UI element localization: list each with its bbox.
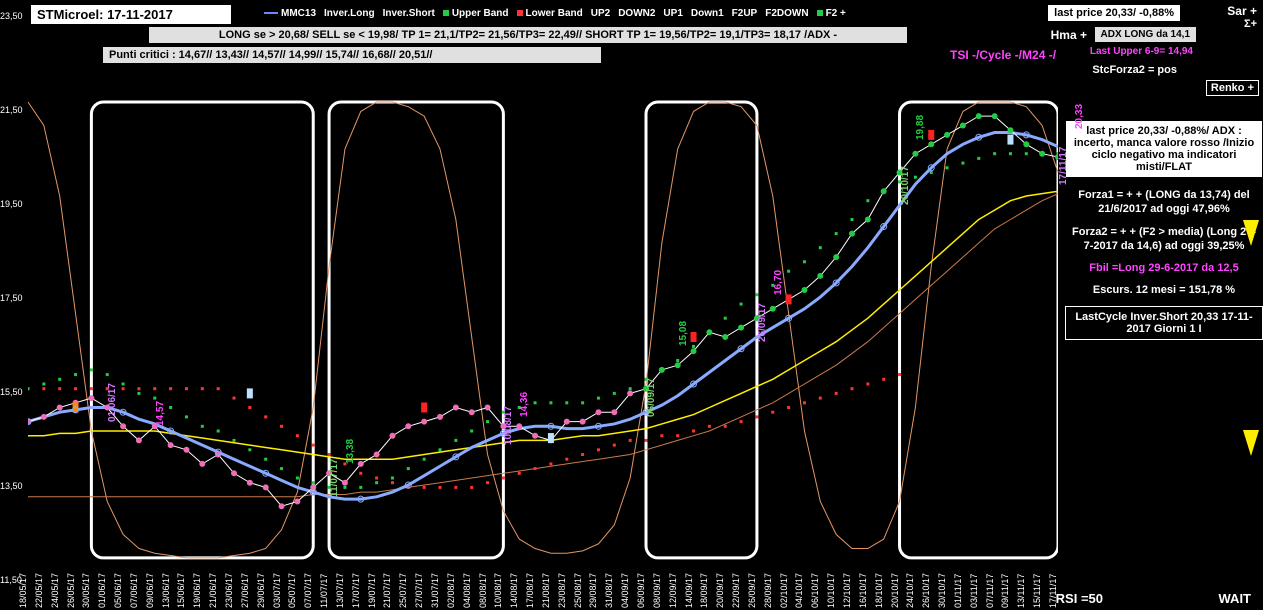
side-main-box: last price 20,33/ -0,88%/ ADX : incerto,…	[1065, 120, 1263, 178]
stc-label: StcForza2 = pos	[1092, 64, 1177, 76]
side-forza2: Forza2 = + + (F2 > media) (Long 27-7-201…	[1065, 225, 1263, 262]
chart-area	[28, 8, 1058, 572]
chart-annotation: 26/09/17	[757, 303, 768, 342]
sigma-label: Σ+	[1244, 18, 1257, 30]
adx-box: ADX LONG da 14,1	[1094, 26, 1197, 43]
rsi-label: RSI =50	[1056, 591, 1103, 606]
chart-annotation: 06/09/17	[646, 378, 657, 417]
chart-annotation: 10/08/17	[503, 406, 514, 445]
side-panel: last price 20,33/ -0,88%/ ADX : incerto,…	[1065, 120, 1263, 350]
chart-annotation: 17/11/17	[1058, 147, 1069, 185]
chart-annotation: 14,57	[155, 401, 166, 426]
chart-annotation: 19,88	[915, 115, 926, 140]
chart-annotation: 15,08	[678, 321, 689, 346]
renko-box[interactable]: Renko +	[1206, 80, 1259, 96]
chart-annotation: 20,33	[1074, 104, 1085, 129]
arrow-down-icon	[1243, 430, 1259, 456]
chart-annotation: 11/07/17	[329, 458, 340, 496]
sar-label: Sar +	[1227, 4, 1257, 18]
chart-annotation: 16,70	[773, 270, 784, 295]
arrow-down-icon	[1243, 220, 1259, 246]
y-axis: 11,5013,5015,5017,5019,5021,5023,50	[0, 8, 24, 570]
chart-annotation: 14,36	[519, 392, 530, 417]
last-upper-label: Last Upper 6-9= 14,94	[1090, 46, 1193, 57]
last-price-box: last price 20,33/ -0,88%	[1047, 4, 1181, 22]
side-cycle-box: LastCycle Inver.Short 20,33 17-11-2017 G…	[1065, 306, 1263, 340]
side-escurs: Escurs. 12 mesi = 151,78 %	[1065, 283, 1263, 305]
wait-label: WAIT	[1219, 591, 1252, 606]
chart-annotation: 20/10/17	[900, 166, 911, 205]
chart-annotation: 01/06/17	[107, 383, 118, 422]
chart-annotation: 13,38	[345, 439, 356, 464]
side-fbil: Fbil =Long 29-6-2017 da 12,5	[1065, 261, 1263, 283]
side-forza1: Forza1 = + + (LONG da 13,74) del 21/6/20…	[1065, 188, 1263, 225]
x-axis: 18/05/1722/05/1724/05/1726/05/1730/05/17…	[28, 572, 1058, 610]
